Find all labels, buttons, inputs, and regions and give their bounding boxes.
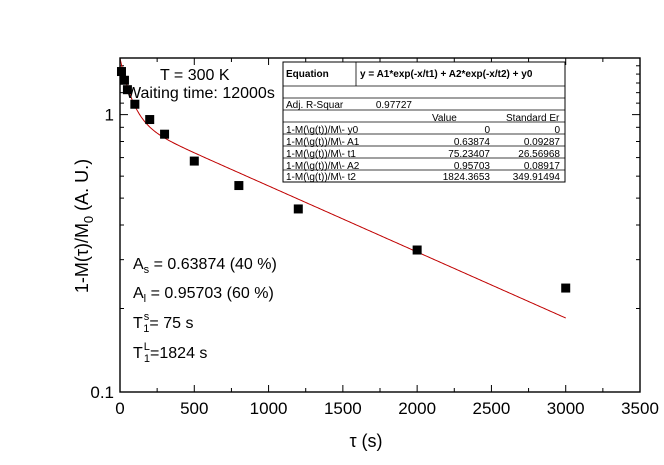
table-row-value: 0.63874 [454, 137, 491, 148]
table-row-label: 1-M(\g(t))/M\- A2 [286, 161, 360, 172]
table-row-error: 349.91494 [513, 172, 561, 183]
x-tick-label: 2500 [473, 399, 511, 418]
as-annotation: As = 0.63874 (40 %) [133, 256, 277, 276]
table-row-label: 1-M(\g(t))/M\- t2 [286, 172, 356, 183]
fit-curve [119, 58, 566, 319]
fit-table: Equation y = A1*exp(-x/t1) + A2*exp(-x/t… [282, 61, 566, 183]
data-point [561, 283, 571, 293]
table-row-error: 0.09287 [524, 137, 561, 148]
x-ticks [119, 58, 641, 392]
table-col-error: Standard Er [506, 113, 560, 124]
y-axis-label: 1-M(τ)/M0 (A. U.) [72, 159, 96, 293]
data-point [122, 85, 132, 95]
x-axis-label: τ (s) [349, 431, 382, 451]
data-points [116, 67, 571, 293]
x-tick-label: 1000 [250, 399, 288, 418]
x-tick-label: 3500 [621, 399, 659, 418]
table-row-label: 1-M(\g(t))/M\- t1 [286, 149, 356, 160]
table-equation-label: Equation [286, 69, 329, 80]
table-row-value: 0 [484, 125, 490, 136]
data-point [412, 245, 422, 255]
table-col-value: Value [432, 113, 457, 124]
x-tick-label: 2000 [398, 399, 436, 418]
y-tick-labels: 0.11 [90, 106, 114, 402]
table-row-value: 75.23407 [448, 149, 490, 160]
table-row-error: 0.08917 [524, 161, 561, 172]
plot-frame [119, 57, 641, 393]
x-tick-labels: 0 500 1000 1500 2000 2500 3000 3500 [115, 399, 659, 418]
data-point [145, 115, 155, 125]
table-row-error: 0 [554, 125, 560, 136]
data-point [130, 99, 140, 109]
x-tick-label: 0 [115, 399, 124, 418]
al-annotation: Al = 0.95703 (60 %) [133, 285, 274, 305]
x-tick-label: 1500 [324, 399, 362, 418]
data-point [189, 156, 199, 166]
data-point [160, 129, 170, 139]
t1l-annotation: TL 1=1824 s [133, 341, 207, 365]
x-tick-label: 3000 [547, 399, 585, 418]
data-point [119, 75, 129, 85]
table-row-value: 0.95703 [454, 161, 491, 172]
table-row-value: 1824.3653 [443, 172, 491, 183]
table-row-error: 26.56968 [518, 149, 560, 160]
table-adj-label: Adj. R-Squar [286, 100, 344, 111]
table-equation: y = A1*exp(-x/t1) + A2*exp(-x/t2) + y0 [360, 69, 533, 80]
y-tick-label: 0.1 [90, 383, 114, 402]
waiting-time-label: Waiting time: 12000s [126, 85, 275, 102]
t1s-annotation: Ts 1= 75 s [133, 311, 193, 335]
data-point [234, 181, 244, 191]
table-row-label: 1-M(\g(t))/M\- A1 [286, 137, 360, 148]
data-point [116, 67, 126, 77]
temperature-label: T = 300 K [160, 67, 230, 84]
y-tick-label: 1 [105, 106, 114, 125]
data-point [293, 204, 303, 214]
table-row-label: 1-M(\g(t))/M\- y0 [286, 125, 359, 136]
table-adj-value: 0.97727 [376, 100, 413, 111]
x-tick-label: 500 [180, 399, 208, 418]
